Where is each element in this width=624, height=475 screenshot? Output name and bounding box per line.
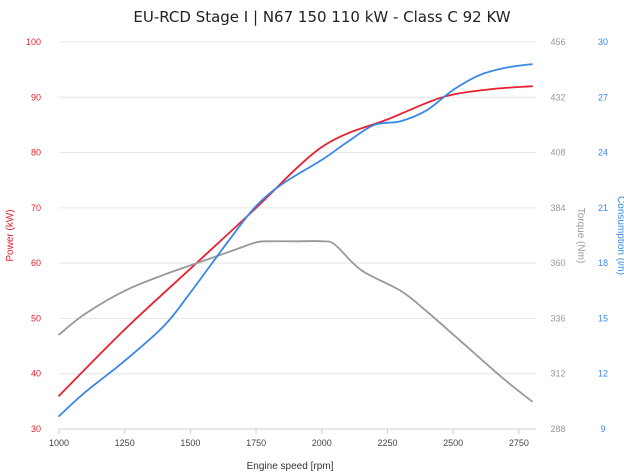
consumption-axis-label: Consumption (l/h)	[615, 196, 624, 275]
power-tick-label: 100	[26, 37, 41, 47]
x-tick-label: 1500	[180, 438, 200, 448]
power-axis-label: Power (kW)	[5, 209, 16, 261]
torque-tick-label: 312	[550, 369, 565, 379]
x-tick-label: 1750	[246, 438, 266, 448]
power-tick-label: 50	[31, 313, 41, 323]
gridlines	[58, 41, 536, 434]
tick-labels: 30 40 50 60 70 80 90 100 288 312 336 360 384 408 432 45…	[26, 37, 608, 448]
consumption-tick-label: 27	[598, 92, 608, 102]
consumption-tick-label: 9	[600, 424, 605, 434]
torque-tick-label: 408	[550, 148, 565, 158]
power-tick-label: 80	[31, 148, 41, 158]
torque-tick-label: 384	[550, 203, 565, 213]
consumption-tick-label: 30	[598, 37, 608, 47]
consumption-series-line	[58, 63, 533, 417]
power-tick-label: 30	[31, 424, 41, 434]
chart-title: EU-RCD Stage I | N67 150 110 kW - Class …	[133, 8, 510, 26]
power-tick-label: 70	[31, 203, 41, 213]
torque-tick-label: 360	[550, 258, 565, 268]
x-tick-label: 2750	[509, 438, 529, 448]
x-tick-label: 1000	[49, 438, 69, 448]
x-tick-label: 2000	[312, 438, 332, 448]
torque-tick-label: 336	[550, 313, 565, 323]
power-series-line	[58, 85, 533, 397]
consumption-tick-label: 18	[598, 258, 608, 268]
torque-series-line	[58, 240, 533, 403]
power-tick-label: 60	[31, 258, 41, 268]
power-tick-label: 40	[31, 369, 41, 379]
consumption-tick-label: 15	[598, 313, 608, 323]
series-lines	[58, 63, 533, 417]
y-axis-labels: Power (kW) Torque (Nm) Consumption (l/h)	[5, 196, 624, 275]
consumption-tick-label: 24	[598, 148, 608, 158]
torque-tick-label: 432	[550, 92, 565, 102]
torque-axis-label: Torque (Nm)	[575, 208, 586, 264]
consumption-tick-label: 12	[598, 369, 608, 379]
power-tick-label: 90	[31, 92, 41, 102]
x-tick-label: 1250	[115, 438, 135, 448]
torque-tick-label: 288	[550, 424, 565, 434]
torque-tick-label: 456	[550, 37, 565, 47]
x-tick-label: 2500	[443, 438, 463, 448]
x-tick-label: 2250	[377, 438, 397, 448]
consumption-tick-label: 21	[598, 203, 608, 213]
x-axis-label: Engine speed [rpm]	[247, 461, 334, 472]
